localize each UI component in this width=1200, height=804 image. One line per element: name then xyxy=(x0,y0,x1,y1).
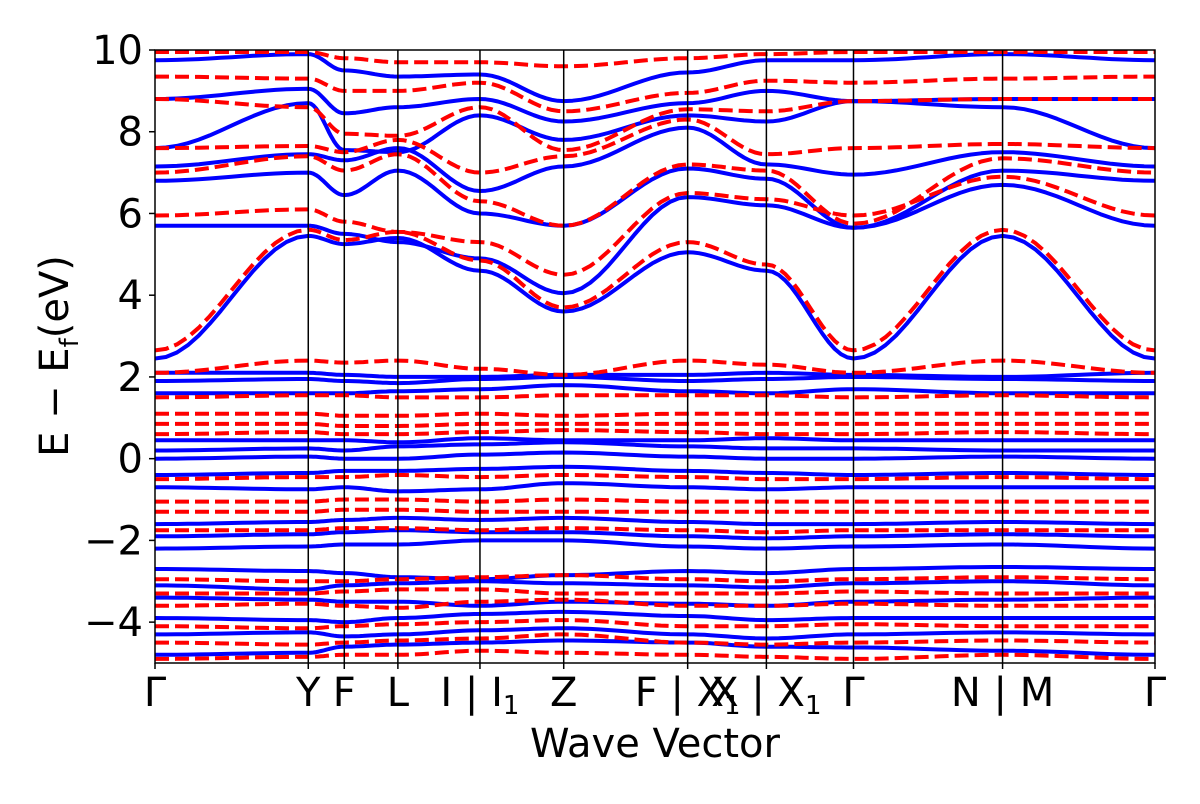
band-line-solid-12 xyxy=(155,440,1155,453)
y-tick-label: 8 xyxy=(118,110,143,156)
y-tick-label: −2 xyxy=(84,518,143,564)
band-line-solid-9 xyxy=(155,481,1155,494)
x-tick-label: F xyxy=(333,670,356,716)
band-line-solid-2 xyxy=(155,609,1155,625)
x-tick-label: I | I1 xyxy=(440,670,519,721)
band-line-dashed-7 xyxy=(155,507,1155,514)
x-tick-label: Y xyxy=(295,670,321,716)
bands-layer xyxy=(155,50,1155,661)
x-tick-label: Γ xyxy=(144,670,167,716)
y-tick-label: 6 xyxy=(118,191,143,237)
x-tick-label: Z xyxy=(550,670,577,716)
x-tick-label: F | X1 xyxy=(635,670,741,721)
y-tick-label: 10 xyxy=(92,28,143,74)
x-tick-label: Γ xyxy=(1144,670,1167,716)
band-line-dashed-11 xyxy=(155,421,1155,428)
y-tick-label: 2 xyxy=(118,355,143,401)
band-line-dashed-15 xyxy=(155,227,1155,353)
band-line-dashed-10 xyxy=(155,428,1155,437)
band-line-solid-16 xyxy=(155,370,1155,379)
band-line-solid-10 xyxy=(155,464,1155,477)
band-line-solid-13 xyxy=(155,436,1155,445)
band-line-dashed-17 xyxy=(155,152,1155,228)
band-line-dashed-18 xyxy=(155,117,1155,175)
y-tick-label: −4 xyxy=(84,600,143,646)
y-axis-title-unit: (eV) xyxy=(32,255,78,338)
band-line-solid-14 xyxy=(155,383,1155,396)
y-axis-title-main: E − E xyxy=(32,347,78,457)
y-tick-label: 0 xyxy=(118,437,143,483)
band-line-solid-18 xyxy=(155,182,1155,296)
band-line-solid-6 xyxy=(155,538,1155,551)
band-line-dashed-6 xyxy=(155,526,1155,535)
high-symmetry-lines xyxy=(307,50,1004,663)
y-axis-ticks: −4 −2 0 2 4 6 8 10 xyxy=(84,28,155,646)
band-line-dashed-1 xyxy=(155,632,1155,647)
band-line-solid-19 xyxy=(155,166,1155,230)
plot-frame xyxy=(154,49,1156,664)
band-line-solid-11 xyxy=(155,450,1155,461)
x-tick-label: N | M xyxy=(951,670,1054,716)
y-axis-title: E − Ef(eV) xyxy=(32,255,85,457)
band-line-dashed-19 xyxy=(155,97,1155,153)
y-axis-title-sub: f xyxy=(55,337,85,347)
band-line-dashed-12 xyxy=(155,411,1155,418)
band-line-solid-8 xyxy=(155,515,1155,527)
band-line-dashed-9 xyxy=(155,473,1155,482)
x-tick-label: L xyxy=(387,670,410,716)
x-tick-label: X | X1 xyxy=(711,670,821,721)
band-line-dashed-13 xyxy=(155,393,1155,400)
x-axis-title: Wave Vector xyxy=(530,721,781,767)
y-tick-label: 4 xyxy=(118,273,143,319)
x-tick-label: Γ xyxy=(842,670,865,716)
band-line-dashed-8 xyxy=(155,497,1155,504)
